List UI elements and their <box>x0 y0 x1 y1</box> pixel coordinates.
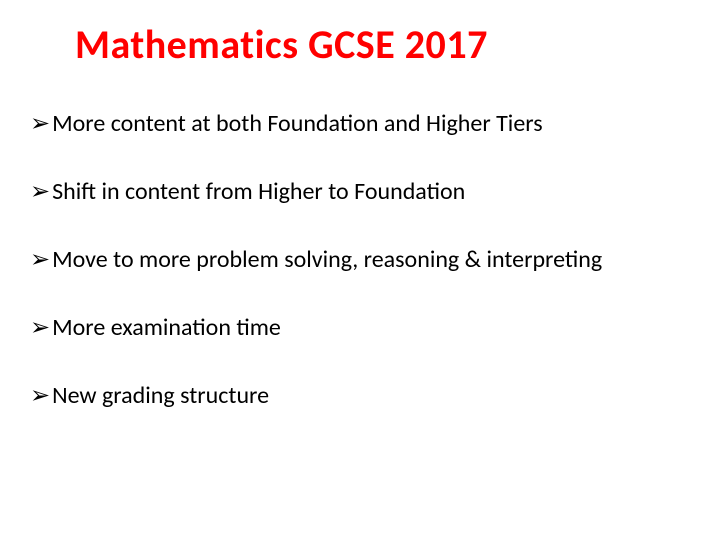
slide: Mathematics GCSE 2017 ➢ More content at … <box>0 0 720 540</box>
list-item: ➢ New grading structure <box>30 381 690 411</box>
bullet-text: New grading structure <box>52 381 269 411</box>
slide-title: Mathematics GCSE 2017 <box>75 20 690 69</box>
bullet-text: Shift in content from Higher to Foundati… <box>52 177 465 207</box>
bullet-text: Move to more problem solving, reasoning … <box>52 245 602 275</box>
bullet-text: More examination time <box>52 313 281 343</box>
list-item: ➢ More content at both Foundation and Hi… <box>30 109 690 139</box>
bullet-icon: ➢ <box>30 109 50 139</box>
bullet-icon: ➢ <box>30 381 50 411</box>
bullet-icon: ➢ <box>30 177 50 207</box>
bullet-icon: ➢ <box>30 245 50 275</box>
list-item: ➢ More examination time <box>30 313 690 343</box>
list-item: ➢ Move to more problem solving, reasonin… <box>30 245 690 275</box>
list-item: ➢ Shift in content from Higher to Founda… <box>30 177 690 207</box>
bullet-text: More content at both Foundation and High… <box>52 109 543 139</box>
bullet-icon: ➢ <box>30 313 50 343</box>
bullet-list: ➢ More content at both Foundation and Hi… <box>30 109 690 411</box>
